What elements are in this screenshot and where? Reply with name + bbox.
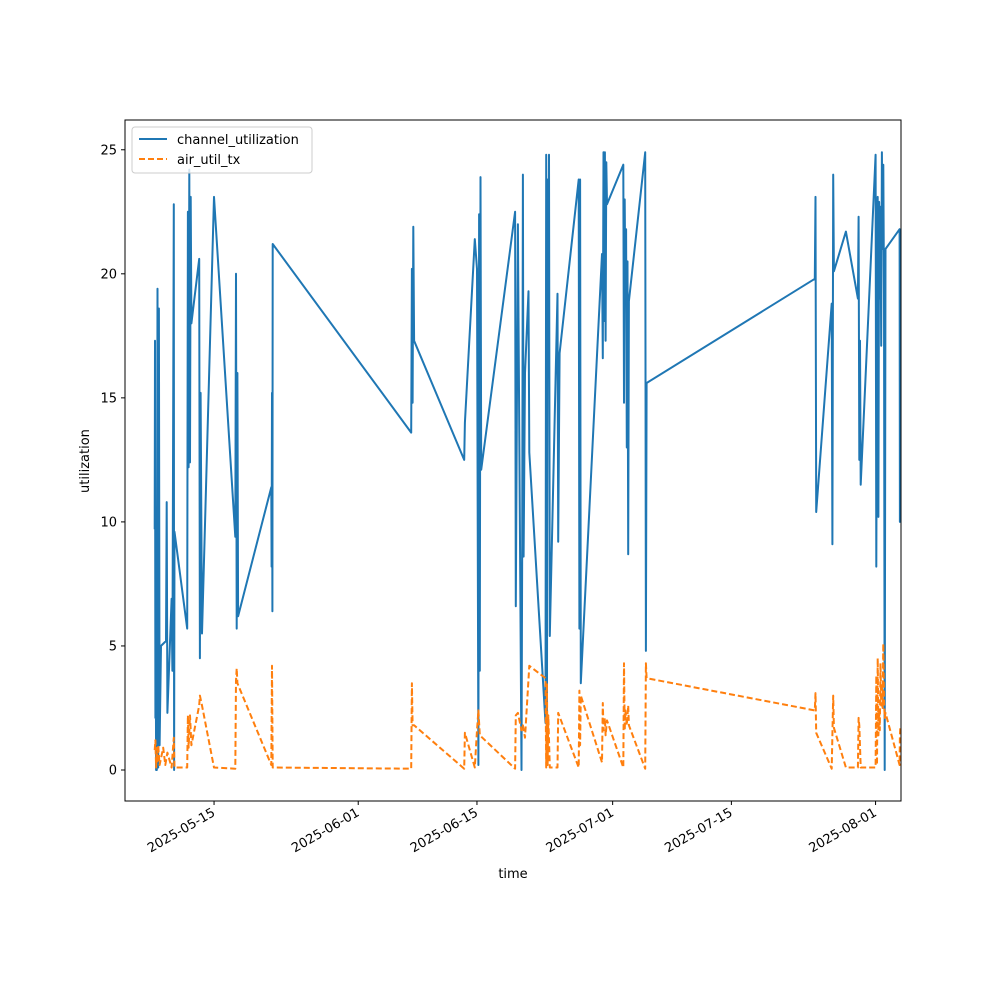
legend-box [131,126,313,174]
x-axis-label: time [498,867,527,882]
series-layer [153,151,901,771]
legend-label-air-util-tx: air_util_tx [177,153,241,168]
y-tick-label: 25 [100,143,117,158]
legend-label-channel-utilization: channel_utilization [177,133,299,148]
legend: channel_utilization air_util_tx [131,126,313,174]
y-tick-label: 15 [100,391,117,406]
series-line-air-util-tx [153,642,901,770]
y-tick-label: 5 [109,639,117,654]
y-axis: 0 5 10 15 20 25 [100,143,125,778]
y-tick-label: 20 [100,267,117,282]
y-tick-label: 10 [100,515,117,530]
y-axis-label: utilization [78,429,93,493]
plot-frame [124,119,902,802]
series-line-channel-utilization [153,151,901,771]
y-tick-label: 0 [109,763,117,778]
